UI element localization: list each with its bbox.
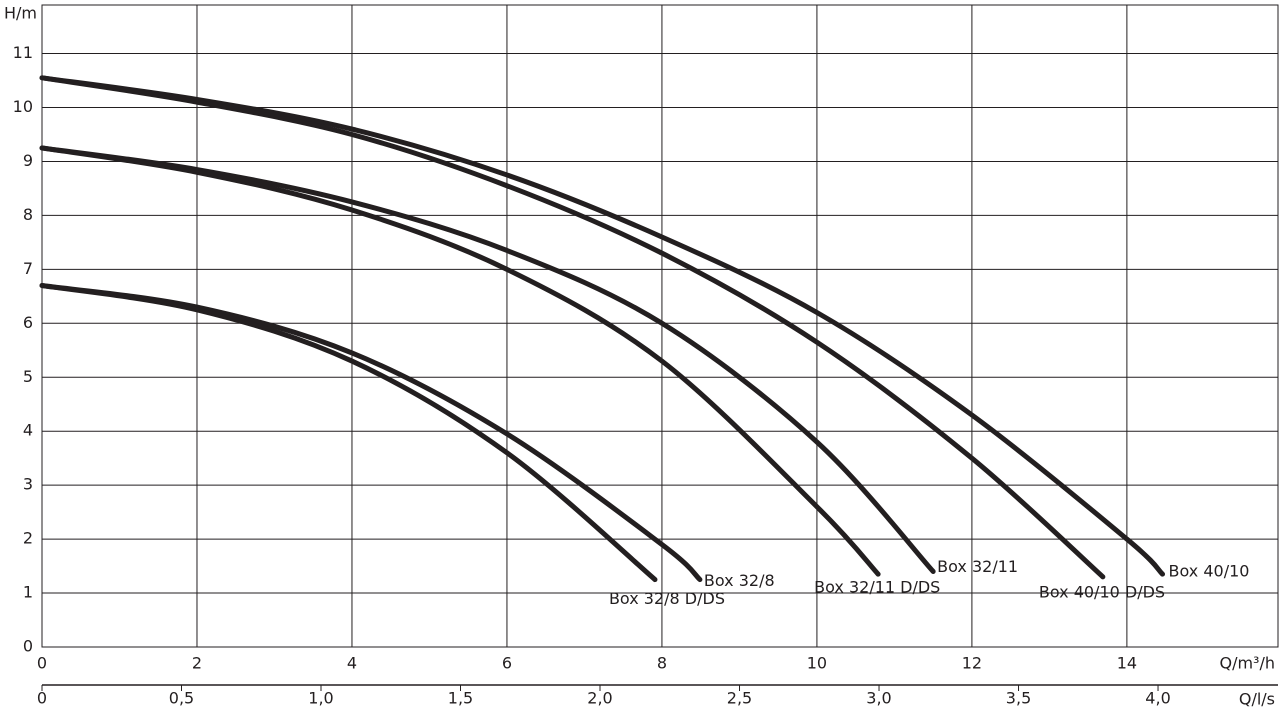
curve	[39, 145, 936, 574]
x2-tick-label: 0,5	[169, 689, 194, 708]
x-tick-label: 6	[502, 654, 512, 673]
x-tick-label: 8	[657, 654, 667, 673]
legend-label: Box 32/8 D/DS	[609, 589, 725, 608]
x-tick-label: 4	[347, 654, 357, 673]
y-tick-label: 5	[23, 367, 33, 386]
x2-tick-label: 1,5	[448, 689, 473, 708]
y-tick-label: 6	[23, 313, 33, 332]
x-tick-label: 14	[1117, 654, 1137, 673]
x-tick-label: 0	[37, 654, 47, 673]
y-tick-label: 3	[23, 475, 33, 494]
x2-tick-label: 2,0	[587, 689, 612, 708]
y-tick-label: 7	[23, 259, 33, 278]
x2-tick-label: 3,5	[1006, 689, 1031, 708]
y-tick-label: 8	[23, 205, 33, 224]
y-tick-label: 1	[23, 583, 33, 602]
curve	[39, 75, 1106, 580]
curve	[39, 75, 1166, 577]
plot-frame	[41, 4, 1279, 648]
x2-tick-label: 0	[37, 689, 47, 708]
curve	[39, 283, 658, 583]
legend-label: Box 40/10 D/DS	[1039, 582, 1165, 601]
y-tick-label: 4	[23, 421, 33, 440]
x2-axis-label: Q/l/s	[1239, 690, 1275, 709]
x2-tick-label: 2,5	[727, 689, 752, 708]
x2-tick-label: 4,0	[1145, 689, 1170, 708]
y-tick-label: 11	[13, 43, 33, 62]
curve	[39, 145, 881, 577]
x-tick-label: 12	[962, 654, 982, 673]
x2-tick-label: 3,0	[866, 689, 891, 708]
legend-label: Box 40/10	[1169, 562, 1250, 581]
legend-label: Box 32/11	[937, 557, 1018, 576]
x-axis-label: Q/m³/h	[1219, 654, 1275, 673]
y-tick-label: 2	[23, 529, 33, 548]
x2-tick-label: 1,0	[308, 689, 333, 708]
y-tick-label: 9	[23, 151, 33, 170]
curve	[39, 283, 703, 583]
legend-label: Box 32/11 D/DS	[814, 578, 940, 597]
x-tick-label: 10	[807, 654, 827, 673]
x-tick-label: 2	[192, 654, 202, 673]
legend-label: Box 32/8	[704, 571, 775, 590]
y-tick-label: 10	[13, 97, 33, 116]
y-tick-label: 0	[23, 637, 33, 656]
y-axis-label: H/m	[4, 4, 37, 23]
